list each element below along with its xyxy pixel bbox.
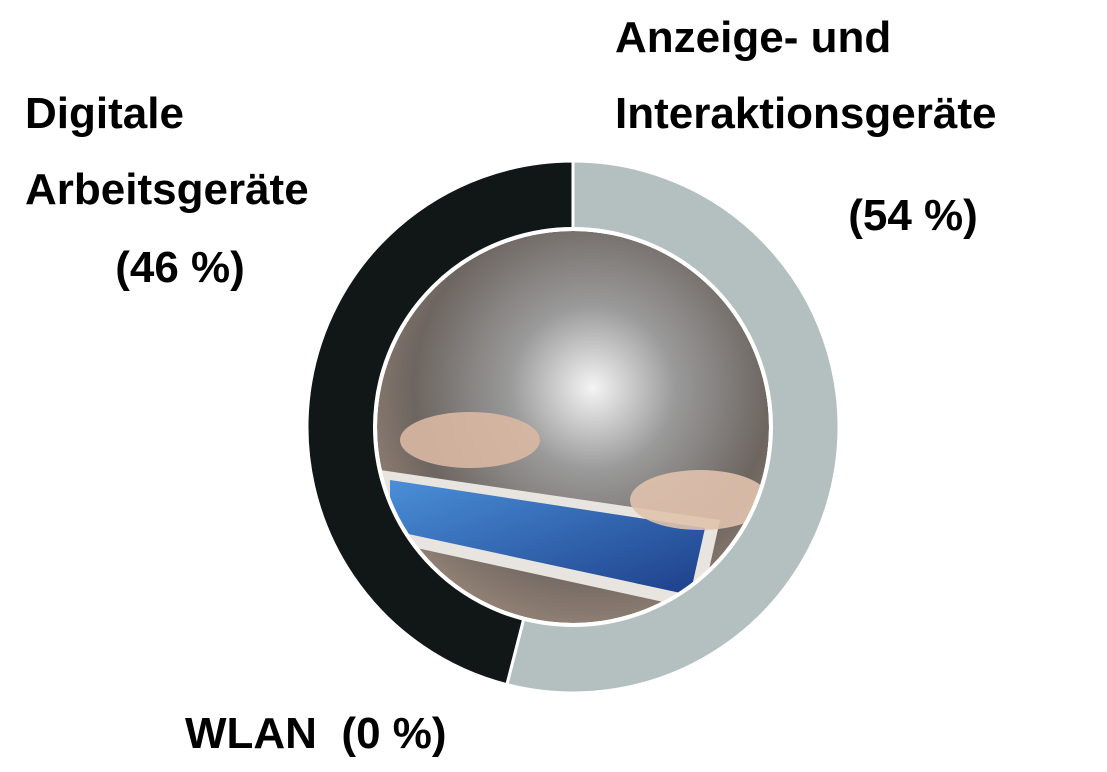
value-label: (46 %) [80,230,280,306]
category-label: Anzeige- und Interaktionsgeräte [615,0,1105,152]
category-label: Digitale Arbeitsgeräte [25,76,405,228]
value-label: (0 %) [341,709,446,758]
center-photo [377,231,770,623]
chart: Anzeige- und Interaktionsgeräte (54 %) D… [0,0,1107,761]
value-label: (54 %) [813,178,1013,254]
category-label: WLAN [185,709,317,758]
